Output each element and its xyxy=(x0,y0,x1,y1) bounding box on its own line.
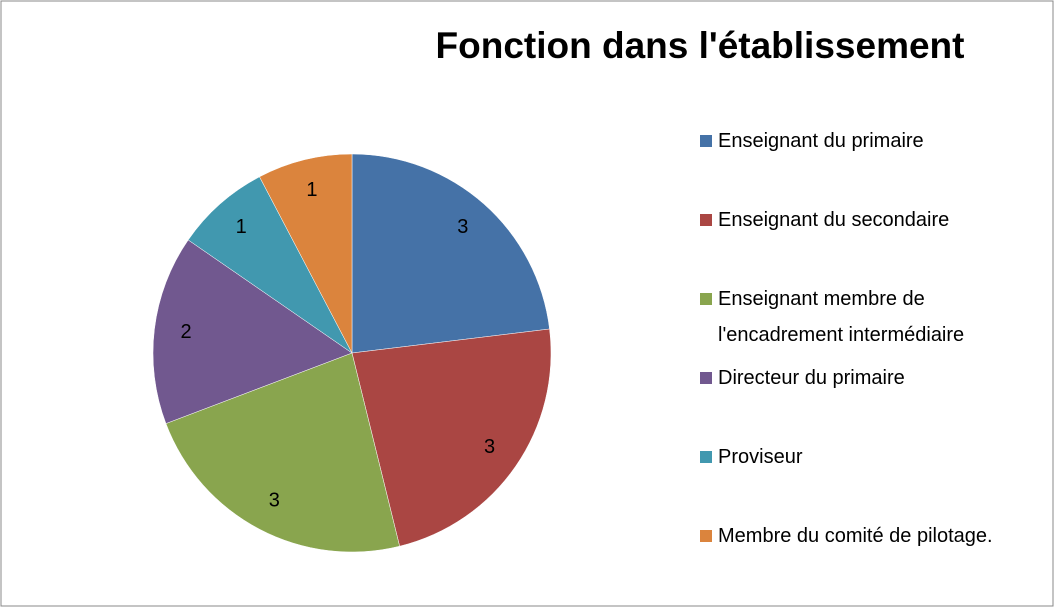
legend-item: Enseignant du primaire xyxy=(700,123,1040,159)
legend-swatch xyxy=(700,293,712,305)
pie-slice xyxy=(152,239,353,424)
data-label: 3 xyxy=(269,489,280,511)
legend-item: Directeur du primaire xyxy=(700,360,1040,396)
legend-item: Membre du comité de pilotage. xyxy=(700,518,1040,554)
pie-slice xyxy=(165,352,400,553)
data-label: 3 xyxy=(484,436,495,458)
pie-slice xyxy=(351,328,552,547)
legend-item: Enseignant du secondaire xyxy=(700,202,1040,238)
data-label: 1 xyxy=(236,216,247,238)
legend-swatch xyxy=(700,214,712,226)
legend-label: Membre du comité de pilotage. xyxy=(718,525,993,547)
pie-slice xyxy=(259,153,353,354)
legend-label: Enseignant du secondaire xyxy=(718,209,950,231)
legend-label: Directeur du primaire xyxy=(718,367,905,389)
data-label: 1 xyxy=(306,179,317,201)
data-label: 2 xyxy=(180,321,191,343)
pie-slice xyxy=(351,153,550,354)
legend-label: Proviseur xyxy=(718,446,803,468)
pie-slice xyxy=(187,176,353,354)
legend-swatch xyxy=(700,135,712,147)
legend-item: Proviseur xyxy=(700,439,1040,475)
legend-label: Enseignant membre de l'encadrement inter… xyxy=(718,288,965,346)
data-label: 3 xyxy=(457,216,468,238)
legend-swatch xyxy=(700,372,712,384)
legend-swatch xyxy=(700,530,712,542)
legend-swatch xyxy=(700,451,712,463)
legend-label: Enseignant du primaire xyxy=(718,130,924,152)
legend-item: Enseignant membre de l'encadrement inter… xyxy=(700,281,1040,353)
chart-title: Fonction dans l'établissement xyxy=(436,25,965,66)
